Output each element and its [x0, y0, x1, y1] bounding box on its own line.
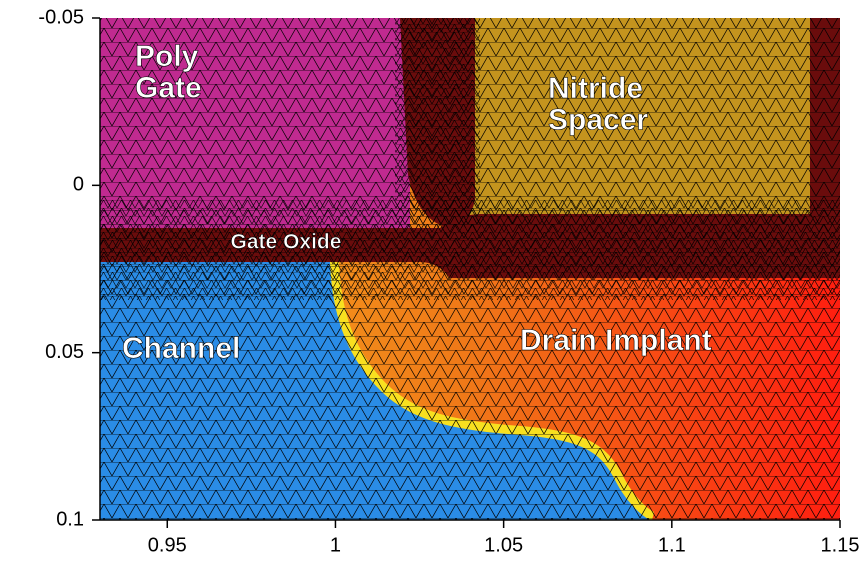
x-tick-label: 0.95 — [148, 534, 187, 556]
y-tick-label: -0.05 — [38, 6, 84, 28]
region-label: Channel — [122, 332, 240, 365]
y-tick-label: 0.1 — [56, 508, 84, 530]
region-label: Gate — [135, 71, 202, 104]
region-label: Nitride — [548, 72, 643, 105]
y-tick-label: 0 — [73, 174, 84, 196]
region-label: Poly — [135, 40, 199, 73]
x-tick-label: 1.05 — [484, 534, 523, 556]
region-label: Drain Implant — [520, 324, 712, 357]
x-tick-label: 1.15 — [821, 534, 860, 556]
x-tick-label: 1.1 — [658, 534, 686, 556]
device-regions — [100, 18, 840, 520]
region-label: Gate Oxide — [231, 231, 342, 254]
y-tick-label: 0.05 — [45, 341, 84, 363]
region-label: Spacer — [548, 103, 648, 136]
mesh-fine — [395, 18, 480, 228]
x-tick-label: 1 — [330, 534, 341, 556]
chart: 0.95 1 1.05 1.1 1.15 -0.05 0 0.05 0.1 PolyGate Nit… — [0, 0, 866, 565]
